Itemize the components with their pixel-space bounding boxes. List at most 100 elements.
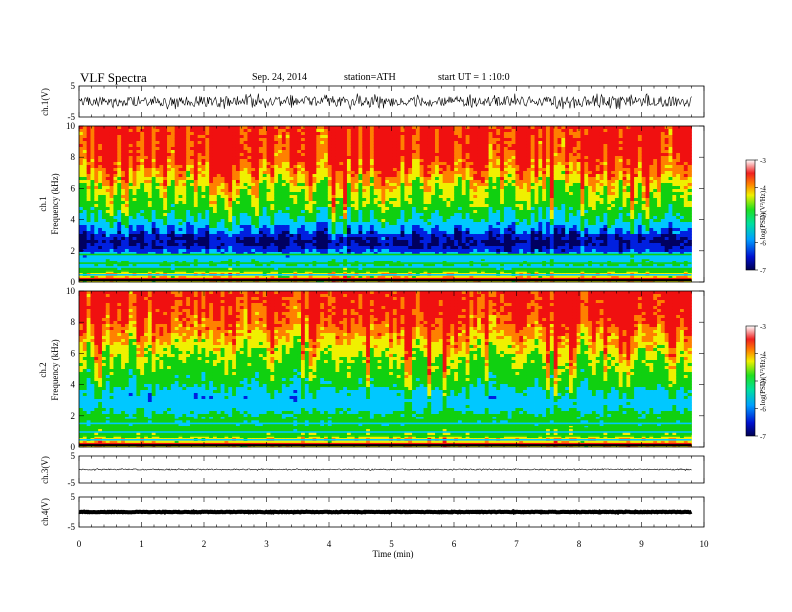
spectrogram-cell bbox=[228, 171, 233, 175]
spectrogram-cell bbox=[304, 189, 310, 193]
spectrogram-cell bbox=[167, 165, 172, 169]
spectrogram-cell bbox=[335, 192, 340, 196]
spectrogram-cell bbox=[190, 225, 195, 229]
spectrogram-cell bbox=[431, 195, 436, 199]
spectrogram-cell bbox=[408, 141, 413, 145]
spectrogram-cell bbox=[167, 135, 172, 139]
spectrogram-cell bbox=[205, 198, 210, 202]
spectrogram-cell bbox=[266, 162, 271, 166]
spectrogram-cell bbox=[193, 225, 199, 229]
spectrogram-cell bbox=[197, 210, 202, 214]
spectrogram-cell bbox=[124, 138, 130, 142]
spectrogram-cell bbox=[140, 219, 145, 223]
spectrogram-cell bbox=[293, 159, 298, 163]
spectrogram-cell bbox=[431, 264, 436, 268]
spectrogram-cell bbox=[109, 138, 114, 142]
spectrogram-cell bbox=[270, 141, 275, 145]
spectrogram-cell bbox=[98, 207, 103, 211]
spectrogram-cell bbox=[239, 255, 245, 259]
spectrogram-cell bbox=[178, 132, 183, 136]
spectrogram-cell bbox=[385, 240, 390, 244]
spectrogram-cell bbox=[94, 243, 99, 247]
spectrogram-cell bbox=[216, 234, 222, 238]
spectrogram-cell bbox=[343, 171, 348, 175]
spectrogram-cell bbox=[281, 159, 287, 163]
spectrogram-cell bbox=[251, 258, 256, 262]
spectrogram-cell bbox=[304, 144, 310, 148]
spectrogram-cell bbox=[350, 207, 356, 211]
spectrogram-cell bbox=[293, 225, 298, 229]
spectrogram-cell bbox=[412, 150, 417, 154]
spectrogram-cell bbox=[117, 168, 122, 172]
spectrogram-cell bbox=[396, 141, 401, 145]
spectrogram-cell bbox=[396, 150, 401, 154]
spectrogram-cell bbox=[251, 132, 256, 136]
spectrogram-cell bbox=[369, 189, 375, 193]
spectrogram-cell bbox=[190, 183, 195, 187]
spectrogram-cell bbox=[274, 213, 279, 217]
spectrogram-cell bbox=[124, 207, 130, 211]
spectrogram-cell bbox=[381, 174, 386, 178]
spectrogram-cell bbox=[232, 195, 237, 199]
spectrogram-cell bbox=[389, 204, 394, 208]
spectrogram-cell bbox=[90, 207, 95, 211]
spectrogram-cell bbox=[412, 162, 417, 166]
spectrogram-cell bbox=[297, 198, 302, 202]
spectrogram-cell bbox=[82, 234, 88, 238]
spectrogram-cell bbox=[247, 135, 252, 139]
spectrogram-cell bbox=[140, 264, 145, 268]
spectrogram-cell bbox=[117, 201, 122, 205]
spectrogram-cell bbox=[147, 186, 153, 190]
spectrogram-cell bbox=[442, 210, 447, 214]
spectrogram-cell bbox=[278, 258, 283, 262]
spectrogram-cell bbox=[98, 237, 103, 241]
spectrogram-cell bbox=[124, 225, 130, 229]
spectrogram-cell bbox=[331, 153, 336, 157]
spectrogram-cell bbox=[427, 183, 432, 187]
spectrogram-cell bbox=[369, 165, 375, 169]
spectrogram-cell bbox=[140, 171, 145, 175]
spectrogram-cell bbox=[197, 153, 202, 157]
spectrogram-cell bbox=[270, 213, 275, 217]
spectrogram-cell bbox=[193, 264, 199, 268]
spectrogram-cell bbox=[377, 258, 382, 262]
spectrogram-cell bbox=[205, 255, 210, 259]
spectrogram-cell bbox=[327, 153, 333, 157]
spectrogram-cell bbox=[324, 264, 329, 268]
spectrogram-cell bbox=[182, 198, 187, 202]
spectrogram-cell bbox=[419, 156, 424, 160]
spectrogram-cell bbox=[109, 195, 114, 199]
spectrogram-cell bbox=[389, 141, 394, 145]
spectrogram-cell bbox=[136, 135, 141, 139]
spectrogram-cell bbox=[132, 180, 137, 184]
spectrogram-cell bbox=[373, 243, 378, 247]
spectrogram-cell bbox=[132, 183, 137, 187]
spectrogram-cell bbox=[377, 165, 382, 169]
spectrogram-cell bbox=[224, 204, 229, 208]
spectrogram-cell bbox=[350, 150, 356, 154]
spectrogram-cell bbox=[144, 159, 149, 163]
spectrogram-cell bbox=[435, 201, 440, 205]
spectrogram-cell bbox=[109, 147, 114, 151]
spectrogram-cell bbox=[339, 201, 344, 205]
spectrogram-cell bbox=[312, 201, 317, 205]
spectrogram-cell bbox=[155, 144, 160, 148]
spectrogram-cell bbox=[389, 264, 394, 268]
spectrogram-cell bbox=[377, 264, 382, 268]
spectrogram-cell bbox=[285, 255, 290, 259]
spectrogram-cell bbox=[343, 192, 348, 196]
spectrogram-cell bbox=[205, 162, 210, 166]
spectrogram-cell bbox=[258, 219, 264, 223]
spectrogram-cell bbox=[369, 156, 375, 160]
spectrogram-cell bbox=[427, 147, 432, 151]
spectrogram-cell bbox=[285, 132, 290, 136]
spectrogram-cell bbox=[212, 174, 218, 178]
spectrogram-cell bbox=[266, 216, 271, 220]
spectrogram-cell bbox=[136, 159, 141, 163]
spectrogram-cell bbox=[132, 192, 137, 196]
spectrogram-cell bbox=[235, 126, 241, 130]
spectrogram-cell bbox=[392, 249, 398, 253]
spectrogram-cell bbox=[90, 186, 95, 190]
spectrogram-cell bbox=[400, 156, 405, 160]
spectrogram-cell bbox=[385, 192, 390, 196]
